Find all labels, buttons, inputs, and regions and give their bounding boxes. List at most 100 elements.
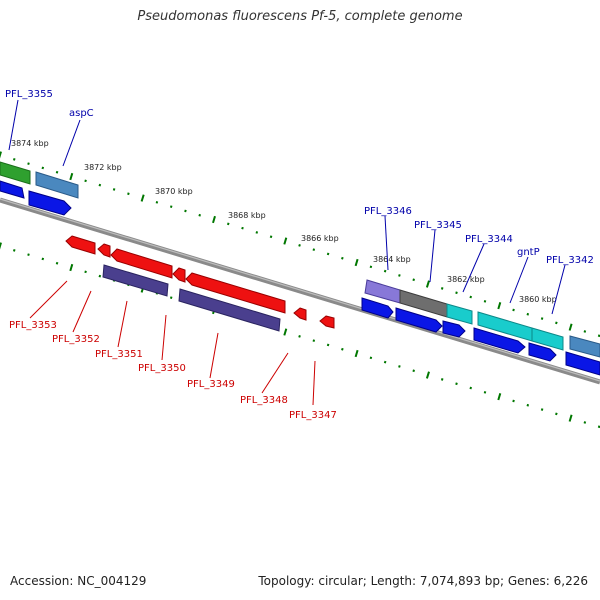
scale-tick bbox=[169, 296, 173, 299]
accession-text: Accession: NC_004129 bbox=[10, 574, 147, 588]
scale-tick bbox=[184, 209, 187, 213]
gene-label[interactable]: PFL_3355 bbox=[5, 89, 53, 100]
scale-tick bbox=[312, 248, 316, 251]
gene-feature[interactable] bbox=[35, 171, 79, 199]
gene-label[interactable]: PFL_3348 bbox=[240, 395, 288, 406]
gene-feature[interactable] bbox=[293, 307, 307, 321]
scale-tick bbox=[425, 280, 430, 288]
scale-tick bbox=[326, 252, 330, 256]
scale-tick bbox=[283, 328, 288, 336]
scale-tick bbox=[354, 258, 359, 267]
gene-feature[interactable] bbox=[185, 272, 286, 314]
gene-feature[interactable] bbox=[569, 335, 600, 358]
scale-tick bbox=[326, 343, 330, 347]
upper-tick-track bbox=[0, 151, 600, 338]
scale-tick bbox=[226, 222, 230, 226]
scale-tick bbox=[84, 179, 87, 183]
gene-feature[interactable] bbox=[97, 243, 111, 258]
kbp-label: 3872 kbp bbox=[84, 163, 122, 172]
scale-tick bbox=[269, 235, 273, 239]
scale-tick bbox=[212, 215, 216, 224]
scale-tick bbox=[255, 231, 259, 234]
gene-feature[interactable] bbox=[361, 297, 394, 319]
scale-tick bbox=[341, 256, 344, 260]
scale-tick bbox=[41, 166, 45, 170]
gene-feature[interactable] bbox=[446, 303, 473, 325]
scale-tick bbox=[198, 213, 201, 217]
gene-feature[interactable] bbox=[110, 248, 173, 279]
scale-tick bbox=[127, 192, 130, 196]
scale-tick bbox=[440, 378, 444, 381]
gene-feature[interactable] bbox=[364, 279, 401, 304]
gene-feature[interactable] bbox=[473, 327, 526, 354]
gene-feature[interactable] bbox=[442, 320, 466, 338]
gene-label[interactable]: gntP bbox=[517, 247, 540, 258]
gene-feature[interactable] bbox=[178, 288, 281, 332]
scale-tick bbox=[555, 321, 558, 325]
gene-feature[interactable] bbox=[172, 267, 186, 283]
gene-feature[interactable] bbox=[319, 315, 335, 329]
scale-tick bbox=[298, 334, 301, 338]
scale-tick bbox=[412, 369, 415, 373]
gene-label[interactable]: PFL_3347 bbox=[289, 410, 337, 421]
gene-feature[interactable] bbox=[28, 190, 72, 216]
scale-tick bbox=[354, 349, 359, 358]
scale-tick bbox=[540, 408, 544, 411]
scale-tick bbox=[369, 265, 373, 269]
gene-label[interactable]: PFL_3342 bbox=[546, 255, 594, 266]
scale-tick bbox=[112, 188, 116, 191]
scale-tick bbox=[583, 421, 587, 424]
gene-label[interactable]: PFL_3346 bbox=[364, 206, 412, 217]
gene-label[interactable]: PFL_3352 bbox=[52, 334, 100, 345]
lower-label-leaders bbox=[29, 280, 316, 406]
scale-tick bbox=[0, 242, 2, 250]
gene-label[interactable]: PFL_3350 bbox=[138, 363, 186, 374]
scale-tick bbox=[98, 274, 102, 278]
scale-tick bbox=[526, 403, 530, 407]
gene-feature[interactable] bbox=[65, 235, 96, 255]
gene-feature[interactable] bbox=[531, 327, 564, 351]
gene-feature[interactable] bbox=[0, 180, 25, 199]
scale-tick bbox=[84, 270, 87, 274]
scale-tick bbox=[140, 194, 145, 202]
scale-tick bbox=[455, 291, 458, 295]
scale-tick bbox=[155, 201, 159, 204]
scale-tick bbox=[568, 323, 573, 331]
gene-label[interactable]: aspC bbox=[69, 108, 94, 119]
scale-tick bbox=[69, 263, 74, 272]
scale-tick bbox=[69, 172, 74, 181]
gene-label[interactable]: PFL_3344 bbox=[465, 234, 513, 245]
scale-tick bbox=[526, 312, 530, 316]
scale-tick bbox=[169, 205, 173, 208]
gene-feature[interactable] bbox=[0, 161, 31, 185]
scale-tick bbox=[369, 356, 373, 360]
scale-tick bbox=[27, 162, 30, 165]
scale-tick bbox=[555, 412, 558, 416]
kbp-label: 3864 kbp bbox=[373, 255, 411, 264]
scale-tick bbox=[383, 269, 387, 273]
scale-tick bbox=[398, 365, 401, 368]
kbp-label: 3870 kbp bbox=[155, 187, 193, 196]
gene-label[interactable]: PFL_3353 bbox=[9, 320, 57, 331]
scale-tick bbox=[512, 308, 515, 312]
gene-label[interactable]: PFL_3351 bbox=[95, 349, 143, 360]
scale-tick bbox=[455, 382, 458, 386]
gene-label[interactable]: PFL_3345 bbox=[414, 220, 462, 231]
scale-tick bbox=[55, 170, 59, 174]
scale-tick bbox=[98, 183, 102, 187]
scale-tick bbox=[512, 399, 515, 403]
scale-tick bbox=[597, 334, 600, 338]
scale-tick bbox=[425, 371, 430, 379]
gene-feature[interactable] bbox=[395, 307, 443, 333]
kbp-label: 3866 kbp bbox=[301, 234, 339, 243]
gene-label[interactable]: PFL_3349 bbox=[187, 379, 235, 390]
gene-feature[interactable] bbox=[565, 351, 600, 376]
scale-tick bbox=[312, 339, 316, 342]
scale-tick bbox=[483, 300, 487, 303]
scale-tick bbox=[27, 253, 30, 256]
gene-feature[interactable] bbox=[102, 264, 169, 297]
kbp-label: 3874 kbp bbox=[11, 139, 49, 148]
scale-tick bbox=[12, 248, 16, 252]
gene-feature[interactable] bbox=[528, 342, 557, 362]
kbp-label: 3862 kbp bbox=[447, 275, 485, 284]
